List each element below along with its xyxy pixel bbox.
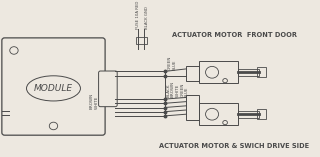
Bar <box>257 67 266 77</box>
Text: MODULE: MODULE <box>34 84 73 93</box>
Bar <box>257 109 266 119</box>
Text: ACTUATOR MOTOR  FRONT DOOR: ACTUATOR MOTOR FRONT DOOR <box>172 32 297 38</box>
Text: WHITE: WHITE <box>176 84 180 97</box>
Text: GREEN: GREEN <box>168 55 172 70</box>
Bar <box>136 37 147 44</box>
Text: GREEN: GREEN <box>180 83 184 97</box>
Text: BLUE: BLUE <box>173 59 177 70</box>
FancyBboxPatch shape <box>99 71 117 107</box>
Text: BLUE: BLUE <box>185 87 189 97</box>
Bar <box>186 95 199 120</box>
Bar <box>199 61 238 83</box>
Bar <box>186 66 199 81</box>
Text: FUSE 10A RED: FUSE 10A RED <box>136 0 140 29</box>
Text: BLACK: BLACK <box>166 84 170 97</box>
Text: BLACK GND: BLACK GND <box>145 6 149 29</box>
Bar <box>199 103 238 125</box>
Text: WHITE: WHITE <box>95 96 99 109</box>
Bar <box>238 111 259 118</box>
Text: ACTUATOR MOTOR & SWICH DRIVE SIDE: ACTUATOR MOTOR & SWICH DRIVE SIDE <box>159 143 309 149</box>
Bar <box>238 69 259 76</box>
Text: BROWN: BROWN <box>89 93 93 109</box>
Text: BROWN: BROWN <box>171 81 175 97</box>
